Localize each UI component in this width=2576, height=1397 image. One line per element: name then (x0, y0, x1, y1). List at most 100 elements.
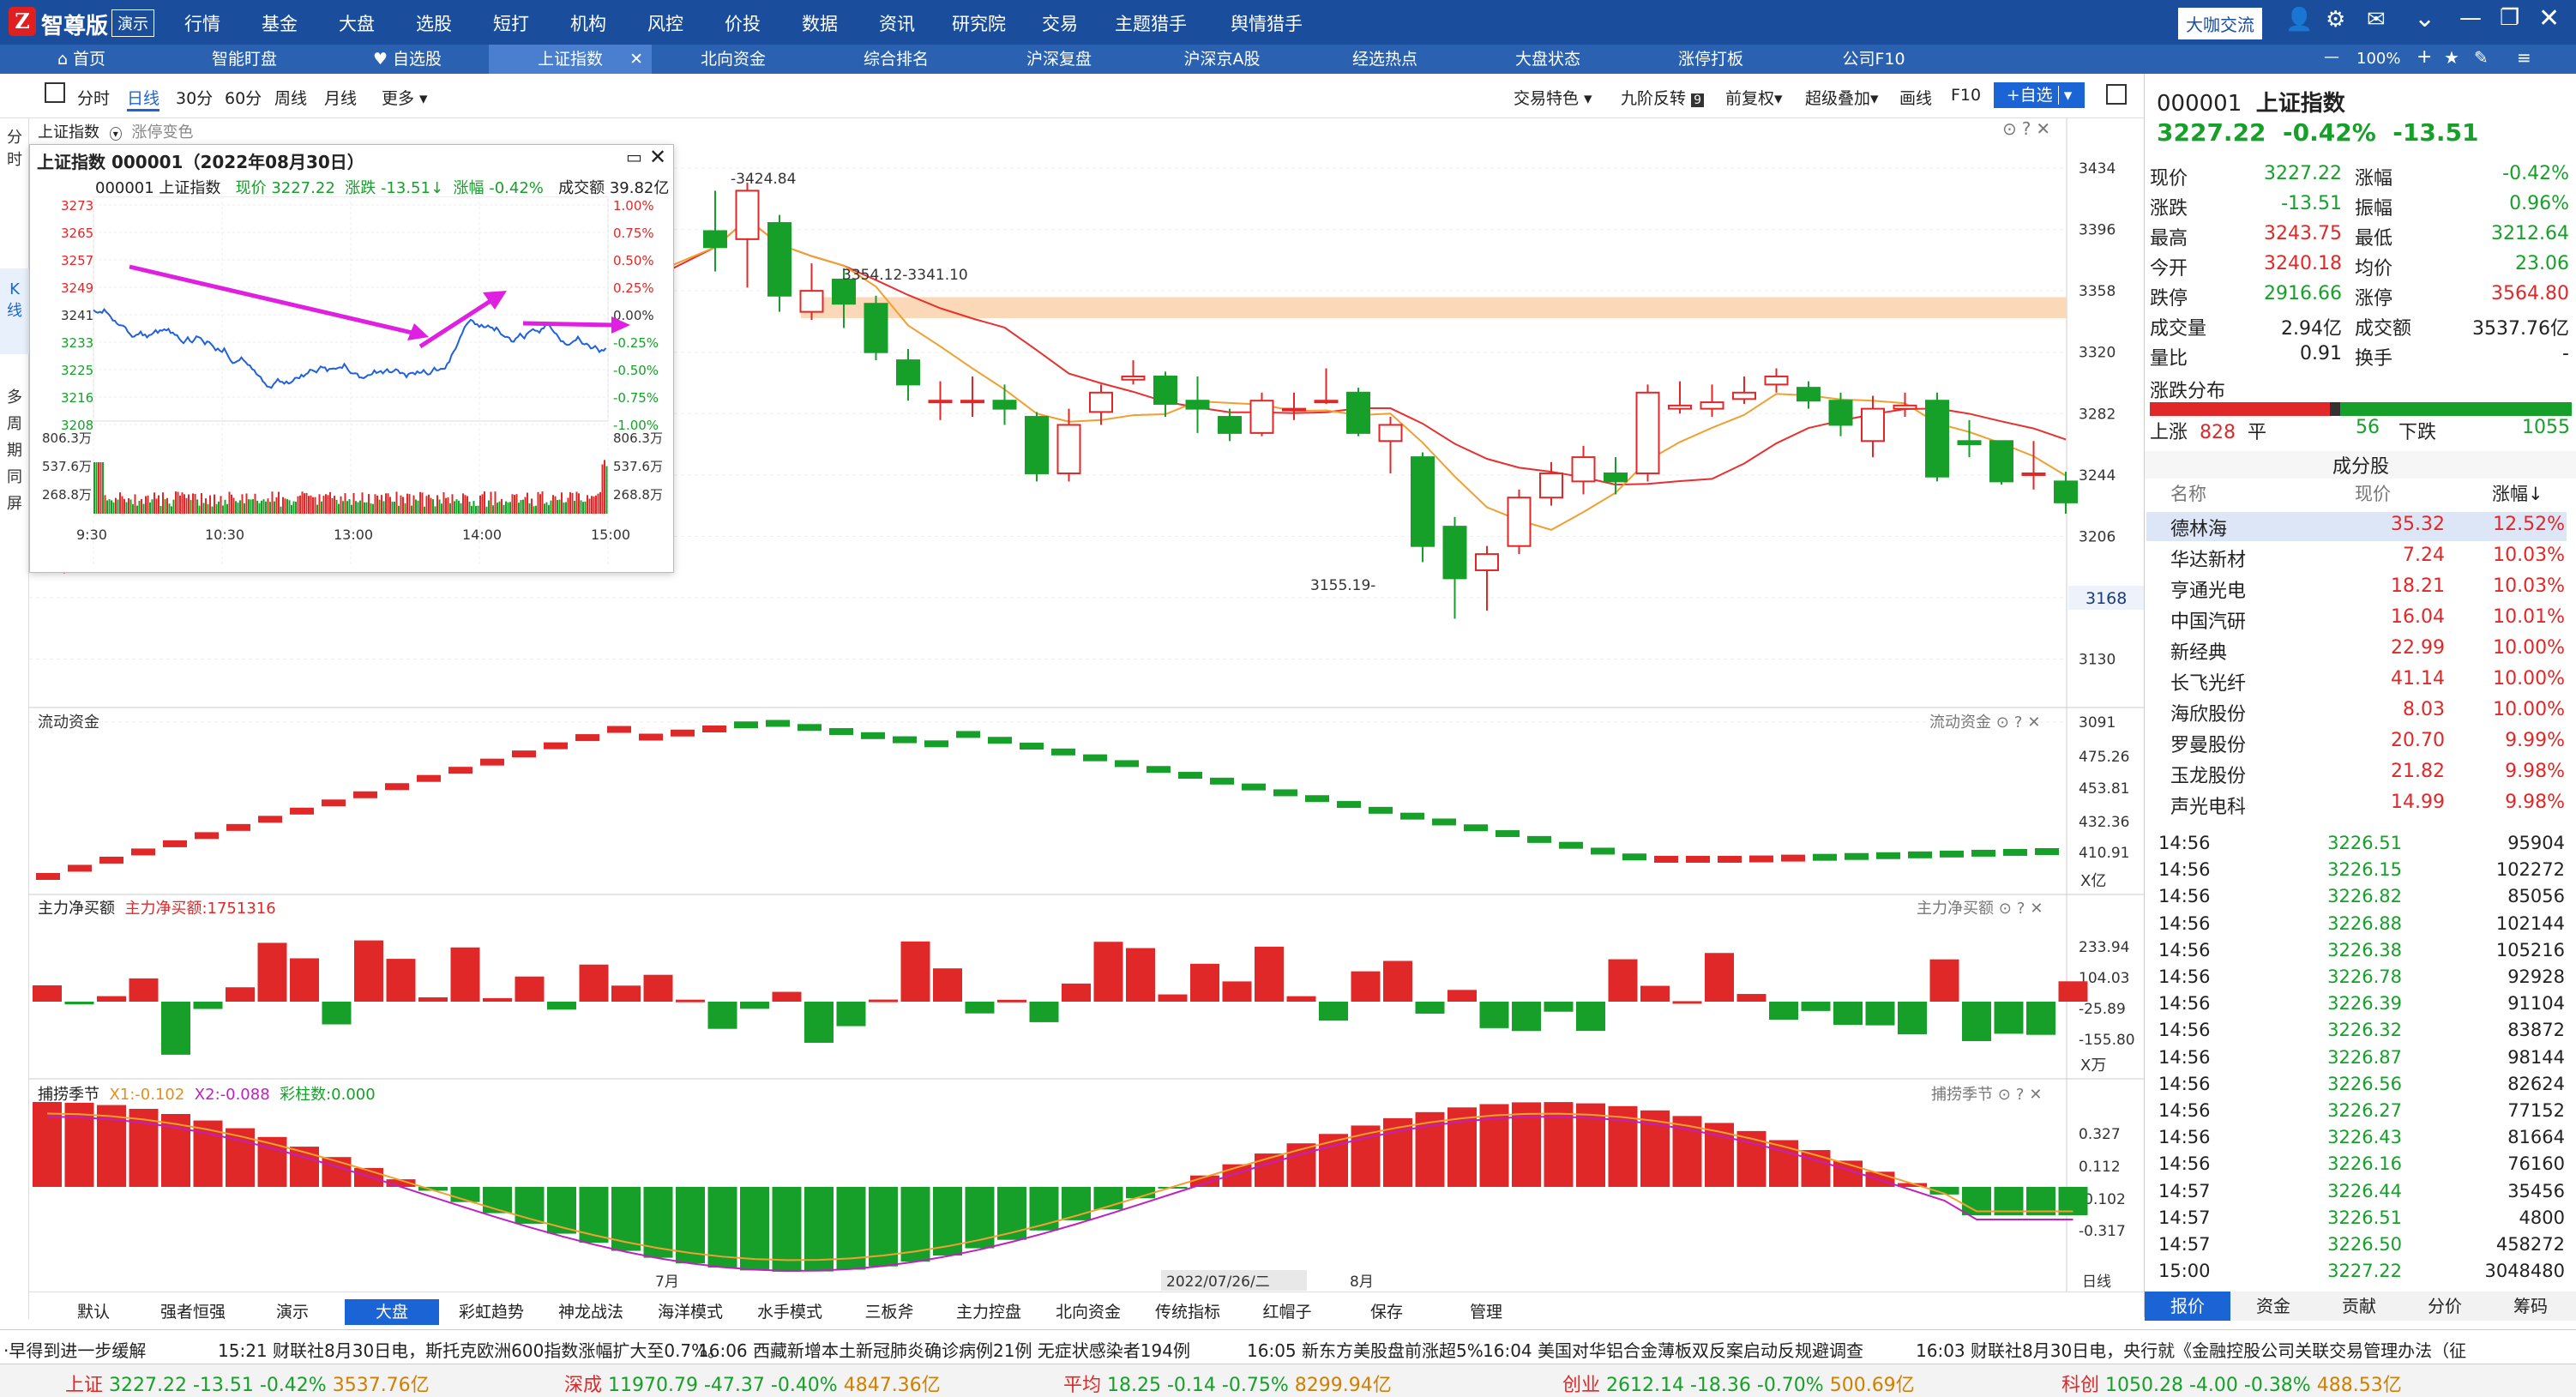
indicator-tab[interactable]: 主力控盘 (955, 1303, 1021, 1322)
news-item[interactable]: 16:03 财联社8月30日电，央行就《金融控股公司关联交易管理办法（征 (1916, 1340, 2467, 1361)
add-favorite-button[interactable]: +自选 ▾ (1994, 82, 2085, 108)
nine-reverse-toggle[interactable]: 九阶反转 9 (1621, 86, 1704, 109)
index-status-2[interactable]: 平均 18.25 -0.14 -0.75% 8299.94亿 (1063, 1370, 1392, 1397)
menu-5[interactable]: 机构 (570, 14, 606, 34)
index-status-3[interactable]: 创业 2612.14 -18.36 -0.70% 500.69亿 (1562, 1370, 1915, 1397)
intraday-popup[interactable]: 上证指数 000001（2022年08月30日） ▭ ✕ 000001 上证指数… (29, 144, 674, 573)
indicator-tab[interactable]: 传统指标 (1154, 1303, 1220, 1322)
trade-feature-dropdown[interactable]: 交易特色 ▾ (1514, 89, 1592, 108)
tab-smart-watch[interactable]: 智能盯盘 (211, 50, 277, 69)
comp-name[interactable]: 玉龙股份 (2170, 766, 2247, 787)
period-30m[interactable]: 30分 (176, 89, 214, 108)
chart-area[interactable]: 3434 3396 3358 3320 3282 3244 3206 3168 3130 3091… (29, 118, 2144, 1292)
indicator-tab[interactable]: 红帽子 (1262, 1303, 1312, 1322)
index-status-4[interactable]: 科创 1050.28 -4.00 -0.38% 488.53亿 (2061, 1370, 2402, 1397)
news-item[interactable]: 16:06 西藏新增本土新冠肺炎确诊病例21例 无症状感染者194例 (698, 1340, 1190, 1361)
tab-f10[interactable]: 公司F10 (1842, 50, 1905, 69)
indicator-tab[interactable]: 神龙战法 (557, 1303, 623, 1322)
tab-favorites[interactable]: ♥ 自选股 (372, 50, 442, 69)
expert-chat-button[interactable]: 大咖交流 (2178, 8, 2262, 39)
comp-name[interactable]: 新经典 (2170, 642, 2228, 664)
menu-12[interactable]: 主题猎手 (1115, 14, 1187, 34)
close-icon[interactable]: ✕ (2538, 3, 2561, 33)
tab-hot[interactable]: 经选热点 (1351, 50, 1417, 69)
comp-name[interactable]: 长飞光纤 (2170, 673, 2247, 695)
settings-icon[interactable]: ⚙ (2326, 7, 2346, 33)
news-item[interactable]: 16:05 新东方美股盘前涨超5% (1247, 1340, 1484, 1361)
indicator-tab[interactable]: 海洋模式 (657, 1303, 723, 1322)
news-item[interactable]: 16:04 美国对华铝合金薄板双反案启动反规避调查 (1483, 1340, 1863, 1361)
qtab-price[interactable]: 分价 (2428, 1296, 2462, 1316)
net-title-right[interactable]: 主力净买额 ⊙?✕ (1917, 900, 2049, 918)
period-60m[interactable]: 60分 (225, 89, 262, 108)
view-minute[interactable]: 分时 (7, 125, 22, 170)
tab-sh-index[interactable]: 上证指数 ✕ (489, 45, 652, 74)
indicator-tab[interactable]: 演示 (275, 1303, 309, 1322)
panel-toggle-icon[interactable] (2106, 84, 2127, 105)
flow-title-right[interactable]: 流动资金 ⊙?✕ (1929, 714, 2046, 732)
menu-10[interactable]: 研究院 (952, 14, 1006, 34)
qtab-fund[interactable]: 资金 (2256, 1296, 2290, 1316)
mail-icon[interactable]: ✉ (2367, 7, 2386, 33)
popup-close-icon[interactable]: ✕ (649, 145, 667, 169)
menu-0[interactable]: 行情 (184, 14, 220, 34)
tab-market-status[interactable]: 大盘状态 (1514, 50, 1580, 69)
indicator-tab[interactable]: 三板斧 (864, 1303, 914, 1322)
indicator-tab[interactable]: 管理 (1469, 1303, 1502, 1322)
more-icon[interactable]: ≡ (2517, 47, 2531, 68)
menu-1[interactable]: 基金 (262, 14, 298, 34)
menu-7[interactable]: 价投 (725, 14, 761, 34)
news-item[interactable]: ·早得到进一步缓解 (3, 1340, 147, 1361)
indicator-tab[interactable]: 北向资金 (1055, 1303, 1121, 1322)
cycle-title-right[interactable]: 捕捞季节 ⊙?✕ (1931, 1086, 2048, 1104)
indicator-tab[interactable]: 默认 (76, 1303, 110, 1322)
index-status-1[interactable]: 深成 11970.79 -47.37 -0.40% 4847.36亿 (564, 1370, 941, 1397)
zoom-in-icon[interactable]: + (2417, 46, 2433, 68)
overlay-dropdown[interactable]: 超级叠加▾ (1805, 89, 1879, 108)
popup-minimize-icon[interactable]: ▭ (626, 147, 642, 167)
indicator-tab[interactable]: 彩虹趋势 (458, 1303, 524, 1322)
period-minute[interactable]: 分时 (77, 89, 111, 108)
menu-9[interactable]: 资讯 (879, 14, 915, 34)
tab-limit-up[interactable]: 涨停打板 (1677, 50, 1743, 69)
period-day[interactable]: 日线 (127, 86, 160, 111)
qtab-quote[interactable]: 报价 (2145, 1292, 2230, 1321)
menu-2[interactable]: 大盘 (339, 14, 375, 34)
adjust-dropdown[interactable]: 前复权▾ (1725, 89, 1783, 108)
user-icon[interactable]: 👤 (2285, 7, 2314, 33)
comp-name[interactable]: 海欣股份 (2170, 704, 2247, 726)
comp-name[interactable]: 声光电科 (2170, 797, 2247, 818)
kline-panel-controls[interactable]: ⊙?✕ (2002, 118, 2056, 139)
draw-line-button[interactable]: 画线 (1899, 89, 1933, 108)
star-icon[interactable]: ★ (2444, 47, 2459, 68)
pin-icon[interactable]: ✎ (2474, 47, 2489, 68)
menu-11[interactable]: 交易 (1042, 14, 1078, 34)
h[interactable]: 涨幅↓ (2492, 484, 2543, 504)
minimize-icon[interactable]: — (2459, 5, 2482, 31)
view-multi[interactable]: 多周期同屏 (7, 384, 22, 517)
tab-close-icon[interactable]: ✕ (629, 50, 643, 69)
qtab-chips[interactable]: 筹码 (2513, 1296, 2548, 1316)
comp-name[interactable]: 亨通光电 (2170, 581, 2247, 602)
index-status-0[interactable]: 上证 3227.22 -13.51 -0.42% 3537.76亿 (65, 1370, 430, 1397)
zoom-out-icon[interactable]: — (2324, 48, 2339, 66)
chevron-down-icon[interactable]: ▾ (109, 127, 122, 141)
indicator-tab[interactable]: 水手模式 (756, 1303, 822, 1322)
tab-review[interactable]: 沪深复盘 (1026, 50, 1092, 69)
indicator-tab[interactable]: 大盘 (345, 1299, 439, 1325)
period-week[interactable]: 周线 (274, 89, 308, 108)
menu-8[interactable]: 数据 (802, 14, 838, 34)
qtab-contrib[interactable]: 贡献 (2342, 1296, 2376, 1316)
f10-button[interactable]: F10 (1951, 86, 1982, 105)
period-more[interactable]: 更多 ▾ (382, 89, 428, 108)
layout-icon[interactable] (45, 82, 65, 103)
tab-ranking[interactable]: 综合排名 (863, 50, 929, 69)
comp-name[interactable]: 华达新材 (2170, 550, 2247, 571)
menu-13[interactable]: 舆情猎手 (1231, 14, 1303, 34)
tab-northbound[interactable]: 北向资金 (700, 50, 766, 69)
menu-3[interactable]: 选股 (416, 14, 452, 34)
period-month[interactable]: 月线 (324, 89, 358, 108)
restore-icon[interactable]: ❐ (2500, 5, 2520, 31)
indicator-tab[interactable]: 保存 (1369, 1303, 1403, 1322)
